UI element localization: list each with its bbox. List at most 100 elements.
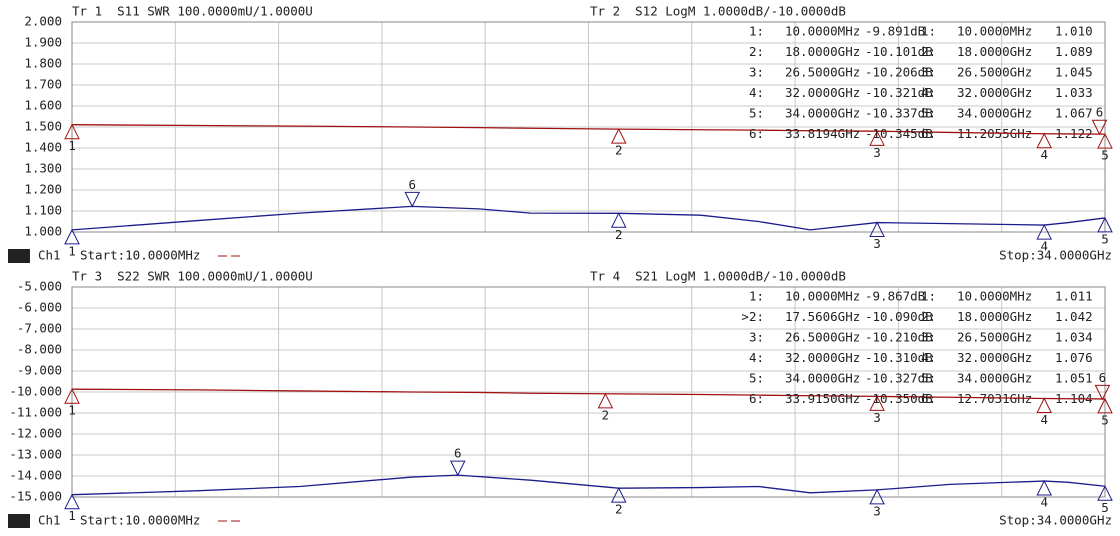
trace-label: Tr 1 S11 SWR 100.0000mU/1.0000U — [72, 4, 313, 19]
marker — [1097, 216, 1113, 233]
channel-label: Ch1 — [38, 513, 61, 528]
marker-table-value: 1.089 — [1055, 44, 1093, 59]
y-tick-label: -11.000 — [9, 405, 62, 420]
marker-table-freq: 10.0000MHz — [957, 24, 1032, 39]
marker-table-value: -10.345dB — [865, 126, 933, 141]
marker-table-id: 2: — [921, 44, 936, 59]
y-tick-label: -12.000 — [9, 426, 62, 441]
marker-table-freq: 18.0000GHz — [957, 309, 1032, 324]
plot-frame — [71, 286, 1106, 498]
marker — [1097, 485, 1113, 501]
start-label: Start:10.0000MHz — [80, 513, 200, 528]
marker — [1036, 397, 1053, 414]
marker-table-freq: 34.0000GHz — [957, 371, 1032, 386]
y-tick-label: 1.200 — [24, 182, 62, 197]
marker-id: 4 — [1040, 495, 1048, 510]
y-tick-label: 1.100 — [24, 203, 62, 218]
marker-table-value: 1.033 — [1055, 85, 1093, 100]
marker-id: 5 — [1101, 148, 1109, 163]
marker-id: 4 — [1040, 412, 1048, 427]
marker — [869, 488, 885, 505]
y-tick-label: -14.000 — [9, 468, 62, 483]
trace-label: Tr 2 S12 LogM 1.0000dB/-10.0000dB — [590, 4, 846, 19]
marker-table-value: -10.090dB — [865, 309, 933, 324]
marker-table-id: 4: — [921, 350, 936, 365]
marker-table-id: 3: — [921, 330, 936, 345]
channel-number: 1 — [15, 248, 23, 263]
marker-table-value: -10.350dB — [865, 391, 933, 406]
marker-table-value: -9.867dB — [865, 289, 925, 304]
marker-table-value: 1.034 — [1055, 330, 1093, 345]
y-tick-label: 1.000 — [24, 224, 62, 239]
marker-table-id: 4: — [749, 85, 764, 100]
y-tick-label: -10.000 — [9, 384, 62, 399]
marker-id: 3 — [873, 236, 881, 251]
marker-id: 2 — [615, 502, 623, 517]
y-tick-label: 1.300 — [24, 161, 62, 176]
marker-table-freq: 26.5000GHz — [785, 65, 860, 80]
marker-table-freq: 18.0000GHz — [957, 44, 1032, 59]
marker-table-id: >2: — [741, 309, 764, 324]
marker-table-freq: 26.5000GHz — [957, 65, 1032, 80]
marker-table-value: -10.101dB — [865, 44, 933, 59]
marker-table-id: 2: — [921, 309, 936, 324]
marker — [869, 130, 885, 146]
trace-label: Tr 4 S21 LogM 1.0000dB/-10.0000dB — [590, 269, 846, 284]
marker-table-freq: 33.8194GHz — [785, 126, 860, 141]
channel-box — [8, 514, 30, 528]
channel-label: Ch1 — [38, 248, 61, 263]
marker-table-id: 5: — [749, 371, 764, 386]
marker-table-value: -10.337dB — [865, 106, 933, 121]
marker-table-id: 1: — [749, 289, 764, 304]
marker — [64, 123, 80, 140]
trace-line — [71, 474, 1106, 496]
marker-table-value: 1.042 — [1055, 309, 1093, 324]
marker-id: 5 — [1101, 231, 1109, 246]
marker-id: 1 — [68, 138, 76, 153]
marker-table-value: 1.076 — [1055, 350, 1093, 365]
marker — [64, 228, 80, 245]
channel-number: 2 — [15, 513, 23, 528]
marker-table-value: 1.010 — [1055, 24, 1093, 39]
marker-id: 5 — [1101, 500, 1109, 515]
marker — [1097, 132, 1113, 149]
y-tick-label: 1.500 — [24, 119, 62, 134]
marker-id: 4 — [1040, 147, 1048, 162]
marker-table-freq: 34.0000GHz — [785, 106, 860, 121]
marker — [1036, 132, 1053, 149]
marker — [64, 493, 80, 510]
marker-id: 1 — [68, 403, 76, 418]
marker-table-value: -10.206dB — [865, 65, 933, 80]
marker-id: 6 — [1096, 105, 1104, 120]
marker-table-freq: 26.5000GHz — [957, 330, 1032, 345]
marker — [610, 487, 627, 503]
marker-id: 2 — [615, 227, 623, 242]
marker-table-id: 5: — [921, 106, 936, 121]
marker-table-freq: 10.0000MHz — [785, 24, 860, 39]
y-tick-label: -8.000 — [17, 342, 62, 357]
marker-table-freq: 18.0000GHz — [785, 44, 860, 59]
trace-label: Tr 3 S22 SWR 100.0000mU/1.0000U — [72, 269, 313, 284]
y-tick-label: 1.700 — [24, 77, 62, 92]
marker-id: 3 — [873, 145, 881, 160]
marker-table-id: 3: — [921, 65, 936, 80]
y-tick-label: -15.000 — [9, 489, 62, 504]
trace-line — [71, 388, 1106, 400]
marker — [869, 221, 885, 238]
y-tick-label: -6.000 — [17, 300, 62, 315]
marker-table-value: -10.321dB — [865, 85, 933, 100]
marker-table-freq: 26.5000GHz — [785, 330, 860, 345]
marker-table-value: 1.011 — [1055, 289, 1093, 304]
marker-table-value: -10.327dB — [865, 371, 933, 386]
marker — [1097, 397, 1113, 414]
marker-table-id: 4: — [921, 85, 936, 100]
marker-table-id: 6: — [749, 126, 764, 141]
y-tick-label: 2.000 — [24, 14, 62, 29]
y-tick-label: -9.000 — [17, 363, 62, 378]
marker-table-value: 1.067 — [1055, 106, 1093, 121]
marker-table-id: 5: — [921, 371, 936, 386]
marker-id: 1 — [68, 243, 76, 258]
marker-table-value: -10.210dB — [865, 330, 933, 345]
plot-frame — [71, 21, 1106, 233]
